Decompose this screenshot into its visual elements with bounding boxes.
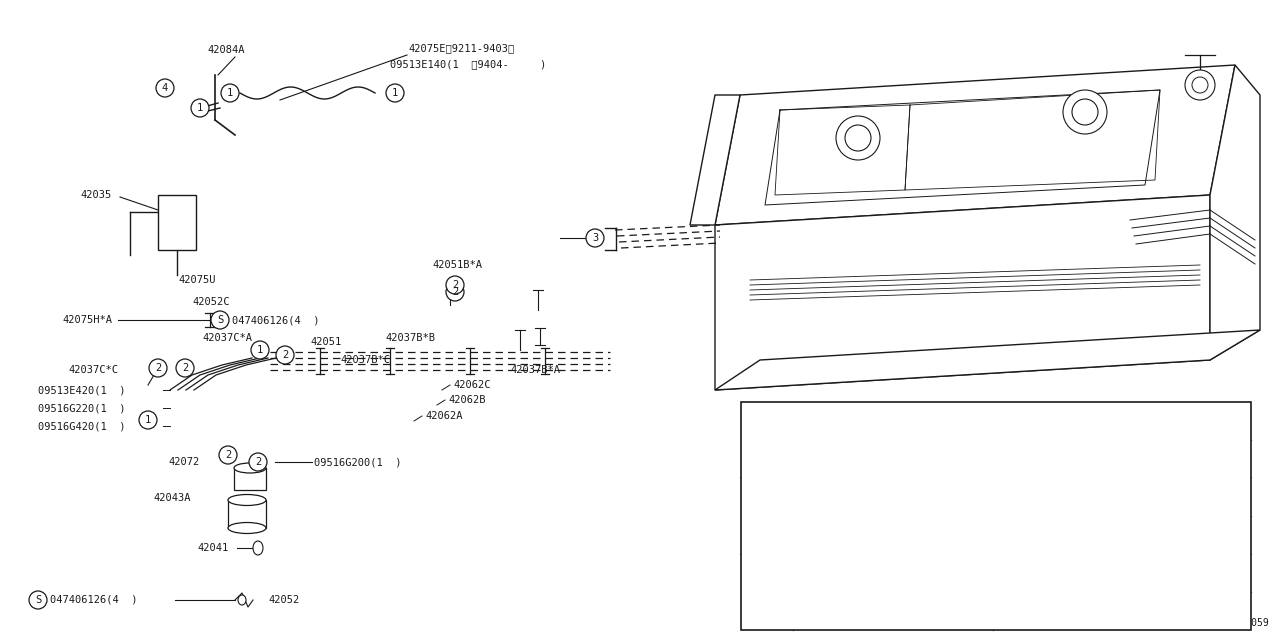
Circle shape: [140, 411, 157, 429]
Circle shape: [211, 311, 229, 329]
Text: 1: 1: [197, 103, 204, 113]
Text: 09513E140(1  〩9404-     ): 09513E140(1 〩9404- ): [390, 59, 547, 69]
Text: 09513E035(1 ): 09513E035(1 ): [797, 568, 879, 578]
Text: 42051B*A: 42051B*A: [433, 260, 483, 270]
Circle shape: [276, 346, 294, 364]
Text: 092310504(6 ): 092310504(6 ): [797, 416, 879, 426]
Text: (9301-      ): (9301- ): [998, 530, 1079, 540]
Text: 42037B*B: 42037B*B: [385, 333, 435, 343]
Circle shape: [250, 453, 268, 471]
Text: 092313104(1 ): 092313104(1 ): [797, 492, 879, 502]
Text: 2: 2: [255, 457, 261, 467]
Text: 09516G200(1  ): 09516G200(1 ): [314, 457, 402, 467]
Text: 4: 4: [161, 83, 168, 93]
Ellipse shape: [234, 463, 266, 473]
Text: 2: 2: [452, 280, 458, 290]
Circle shape: [756, 410, 778, 432]
Circle shape: [191, 99, 209, 117]
Text: (9211-9408): (9211-9408): [998, 568, 1066, 578]
Circle shape: [845, 125, 870, 151]
Ellipse shape: [238, 595, 246, 605]
Text: 42084A: 42084A: [207, 45, 244, 55]
Text: 42043A: 42043A: [154, 493, 191, 503]
Text: 42035: 42035: [79, 190, 111, 200]
Text: 42037C*B: 42037C*B: [797, 454, 849, 464]
Text: S: S: [216, 315, 223, 325]
Text: 09516G420(1  ): 09516G420(1 ): [38, 421, 125, 431]
Text: 3: 3: [764, 511, 771, 521]
Circle shape: [251, 341, 269, 359]
Circle shape: [148, 359, 166, 377]
Text: 42062A: 42062A: [425, 411, 462, 421]
Circle shape: [1073, 99, 1098, 125]
Text: 42037C*C: 42037C*C: [68, 365, 118, 375]
Text: 4: 4: [764, 587, 771, 597]
Text: 1: 1: [227, 88, 233, 98]
Text: 2: 2: [155, 363, 161, 373]
Circle shape: [586, 229, 604, 247]
Text: (9211-9212): (9211-9212): [998, 492, 1066, 502]
Text: 2: 2: [182, 363, 188, 373]
Text: 42037B*C: 42037B*C: [340, 355, 390, 365]
Text: S: S: [35, 595, 41, 605]
Text: 2: 2: [225, 450, 232, 460]
Text: 42075E〨9211-9403〉: 42075E〨9211-9403〉: [408, 43, 515, 53]
Text: 42052: 42052: [268, 595, 300, 605]
Text: 2: 2: [452, 287, 458, 297]
Text: 42062B: 42062B: [448, 395, 485, 405]
Text: 047406126(4  ): 047406126(4 ): [232, 315, 320, 325]
Circle shape: [219, 446, 237, 464]
Text: 42052C: 42052C: [192, 297, 229, 307]
Circle shape: [756, 581, 778, 603]
Text: 09516G220(1  ): 09516G220(1 ): [38, 403, 125, 413]
Text: 42051: 42051: [310, 337, 342, 347]
Ellipse shape: [228, 495, 266, 506]
Text: 2: 2: [764, 454, 771, 464]
Circle shape: [1185, 70, 1215, 100]
Circle shape: [445, 276, 465, 294]
Text: A420001059: A420001059: [1211, 618, 1270, 628]
Text: 42037C*A: 42037C*A: [202, 333, 252, 343]
Text: 42075H*A: 42075H*A: [61, 315, 113, 325]
Bar: [234, 468, 266, 490]
Text: W18601: W18601: [797, 530, 836, 540]
Ellipse shape: [253, 541, 262, 555]
Text: 42037B*A: 42037B*A: [509, 365, 561, 375]
Polygon shape: [716, 195, 1210, 390]
Circle shape: [445, 283, 465, 301]
Text: 3: 3: [591, 233, 598, 243]
Polygon shape: [1210, 65, 1260, 360]
Circle shape: [177, 359, 195, 377]
Circle shape: [387, 84, 404, 102]
Bar: [228, 500, 266, 528]
Circle shape: [836, 116, 881, 160]
Bar: [741, 402, 1251, 630]
Text: 1: 1: [145, 415, 151, 425]
Ellipse shape: [228, 522, 266, 534]
Circle shape: [756, 448, 778, 470]
Circle shape: [156, 79, 174, 97]
Circle shape: [221, 84, 239, 102]
Circle shape: [756, 505, 778, 527]
Circle shape: [1192, 77, 1208, 93]
Polygon shape: [716, 65, 1235, 225]
Text: 1: 1: [392, 88, 398, 98]
Text: (9409-      ): (9409- ): [998, 606, 1079, 616]
Text: 42062C: 42062C: [453, 380, 490, 390]
Circle shape: [1062, 90, 1107, 134]
Text: 1: 1: [764, 416, 771, 426]
Text: 42075U: 42075U: [178, 275, 215, 285]
Text: 42075H*B: 42075H*B: [797, 606, 849, 616]
Polygon shape: [690, 95, 740, 225]
Text: 42041: 42041: [197, 543, 228, 553]
Polygon shape: [716, 330, 1260, 390]
Text: 1: 1: [257, 345, 264, 355]
Bar: [157, 195, 196, 250]
Circle shape: [29, 591, 47, 609]
Text: 047406126(4  ): 047406126(4 ): [50, 595, 137, 605]
Text: 42072: 42072: [168, 457, 200, 467]
Text: 2: 2: [282, 350, 288, 360]
Text: 09513E420(1  ): 09513E420(1 ): [38, 385, 125, 395]
